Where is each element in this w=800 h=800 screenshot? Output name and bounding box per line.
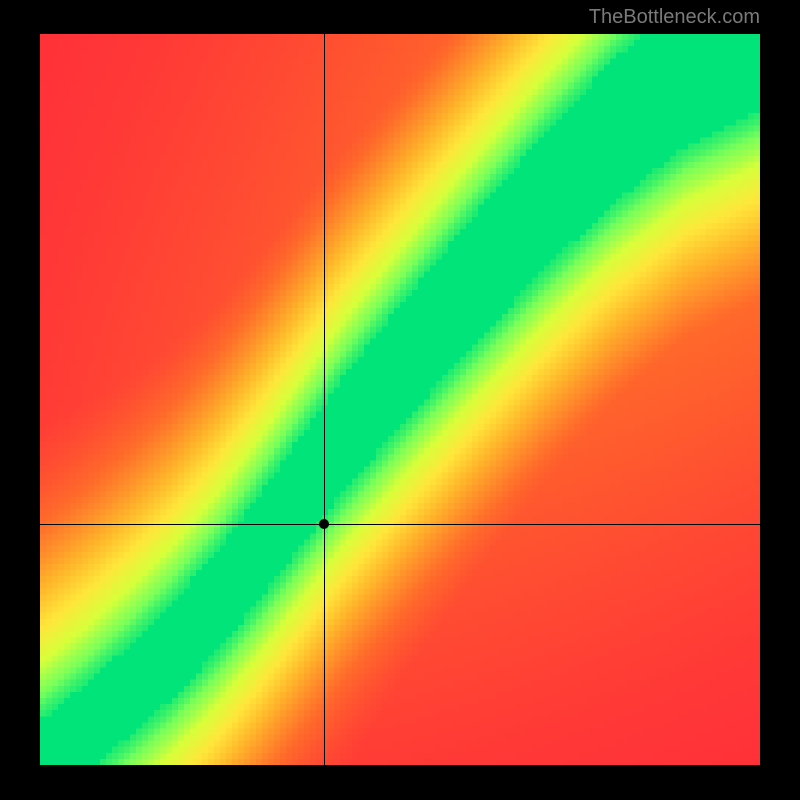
heatmap-plot [40, 34, 760, 765]
crosshair-horizontal [40, 524, 760, 525]
heatmap-canvas [40, 34, 760, 765]
crosshair-vertical [324, 34, 325, 765]
marker-dot [319, 519, 329, 529]
watermark-text: TheBottleneck.com [589, 6, 760, 29]
